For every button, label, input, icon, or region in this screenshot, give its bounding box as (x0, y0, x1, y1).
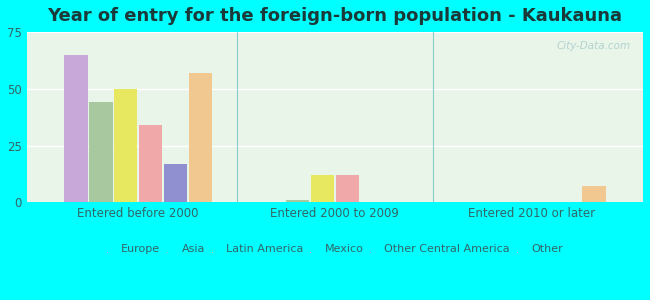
Bar (311, 175, 334, 202)
Bar (286, 200, 309, 202)
Bar (139, 125, 162, 202)
Bar (582, 186, 606, 202)
Legend: Europe, Asia, Latin America, Mexico, Other Central America, Other: Europe, Asia, Latin America, Mexico, Oth… (102, 238, 567, 258)
Bar (189, 73, 213, 202)
Text: City-Data.com: City-Data.com (556, 40, 630, 51)
Title: Year of entry for the foreign-born population - Kaukauna: Year of entry for the foreign-born popul… (47, 7, 622, 25)
Bar (114, 89, 138, 202)
Bar (335, 175, 359, 202)
Bar (89, 102, 112, 202)
Bar (164, 164, 187, 202)
Bar (64, 55, 88, 202)
